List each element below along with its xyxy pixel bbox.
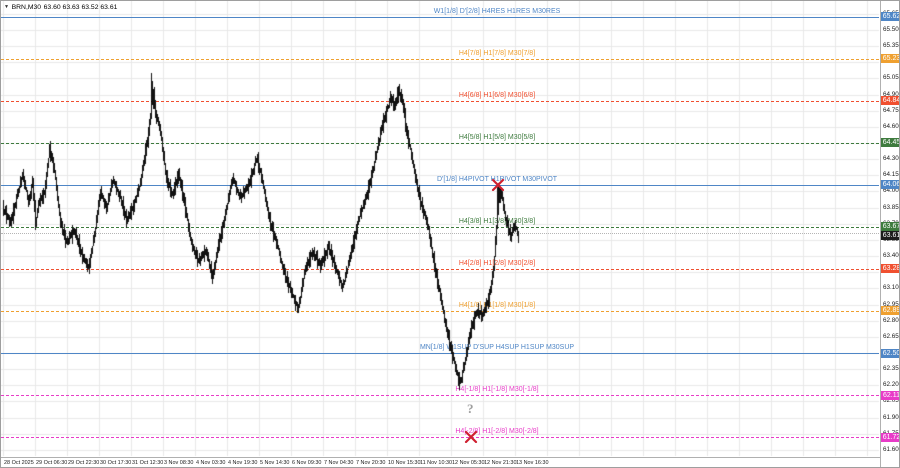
price-level-badge: 63.61: [881, 231, 900, 240]
price-axis-tick: 61.90: [883, 414, 899, 421]
price-level-badge: 65.23: [881, 54, 900, 63]
price-axis-tick: 64.75: [883, 107, 899, 114]
chart-title: ▼ BRN,M30 63.60 63.63 63.52 63.61: [4, 3, 117, 11]
price-level-badge: 63.28: [881, 264, 900, 273]
time-axis-label: 30 Oct 17:30: [100, 460, 132, 466]
time-axis[interactable]: 28 Oct 2025 29 Oct 06:30 29 Oct 22:30 30 Oc…: [1, 457, 880, 467]
time-axis-label: 4 Nov 03:30: [196, 460, 226, 466]
time-axis-label: 28 Oct 2025: [4, 460, 34, 466]
time-axis-label: 11 Nov 10:30: [420, 460, 453, 466]
price-axis-tick: 62.05: [883, 397, 899, 404]
price-axis-tick: 64.90: [883, 91, 899, 98]
price-axis-tick: 61.60: [883, 446, 899, 453]
ohlc-values: 63.60 63.63 63.52 63.61: [43, 3, 118, 11]
price-axis-tick: 62.20: [883, 381, 899, 388]
time-axis-label: 10 Nov 15:30: [388, 460, 421, 466]
price-level-badge: 65.62: [881, 12, 900, 21]
price-axis[interactable]: 61.6061.7561.9062.0562.2062.3562.5062.65…: [880, 1, 900, 467]
time-axis-label: 3 Nov 08:30: [164, 460, 194, 466]
price-axis-tick: 65.35: [883, 42, 899, 49]
price-level-badge: 64.45: [881, 138, 900, 147]
price-level-badge: 63.67: [881, 222, 900, 231]
price-axis-tick: 62.65: [883, 333, 899, 340]
price-axis-tick: 65.50: [883, 26, 899, 33]
price-axis-tick: 65.05: [883, 74, 899, 81]
price-axis-tick: 64.15: [883, 171, 899, 178]
price-level-badge: 64.84: [881, 96, 900, 105]
price-axis-tick: 63.40: [883, 252, 899, 259]
time-axis-label: 5 Nov 14:30: [260, 460, 290, 466]
price-level-badge: 62.50: [881, 349, 900, 358]
time-axis-label: 12 Nov 21:30: [484, 460, 517, 466]
symbol-period-label: BRN,M30: [11, 3, 42, 11]
time-axis-label: 6 Nov 09:30: [292, 460, 322, 466]
price-axis-tick: 64.30: [883, 155, 899, 162]
time-axis-label: 7 Nov 04:30: [324, 460, 354, 466]
price-axis-tick: 63.10: [883, 284, 899, 291]
price-level-badge: 62.89: [881, 306, 900, 315]
time-axis-label: 7 Nov 20:30: [356, 460, 386, 466]
expander-icon[interactable]: ▼: [4, 4, 10, 10]
price-axis-tick: 64.60: [883, 123, 899, 130]
price-axis-tick: 63.85: [883, 204, 899, 211]
time-axis-label: 31 Oct 12:30: [132, 460, 164, 466]
price-axis-tick: 62.80: [883, 317, 899, 324]
time-axis-label: 29 Oct 06:30: [36, 460, 68, 466]
time-axis-label: 13 Nov 16:30: [516, 460, 549, 466]
price-level-badge: 64.06: [881, 180, 900, 189]
price-axis-tick: 62.35: [883, 365, 899, 372]
time-axis-label: 29 Oct 22:30: [68, 460, 100, 466]
price-level-badge: 61.72: [881, 433, 900, 442]
price-axis-tick: 62.95: [883, 301, 899, 308]
time-axis-label: 12 Nov 05:30: [452, 460, 485, 466]
price-axis-tick: 64.00: [883, 187, 899, 194]
time-axis-label: 4 Nov 19:30: [228, 460, 258, 466]
price-level-badge: 62.11: [881, 391, 900, 400]
